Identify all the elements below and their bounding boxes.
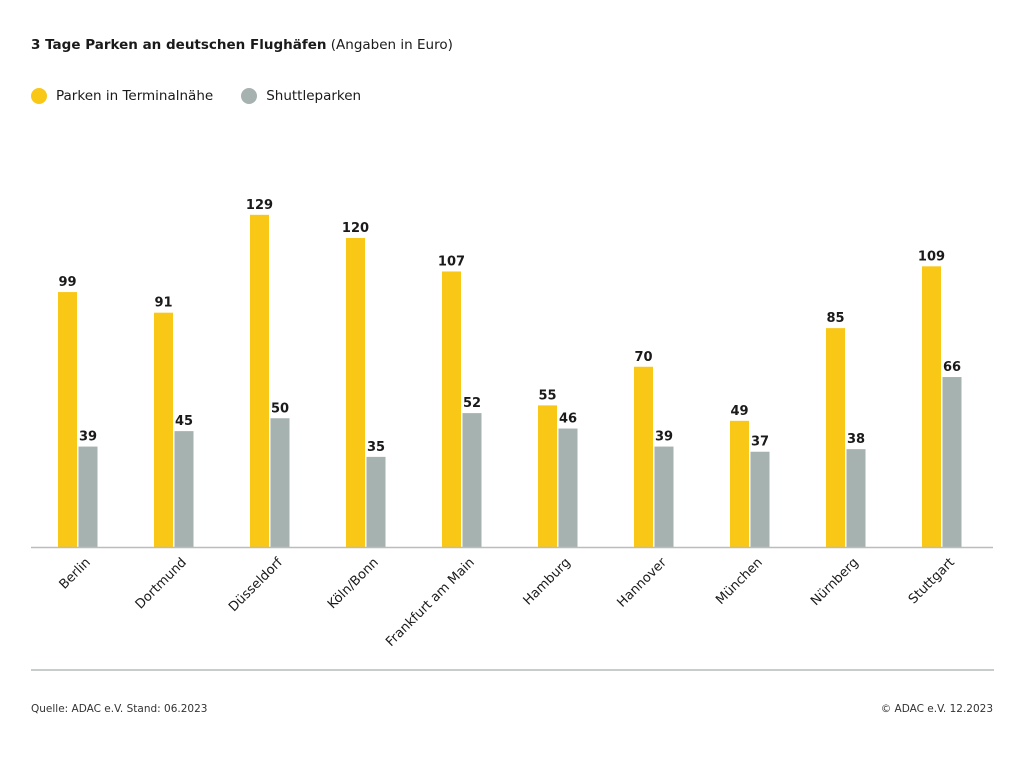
chart-title-unit: (Angaben in Euro) — [330, 37, 453, 53]
footer-source: Quelle: ADAC e.V. Stand: 06.2023 — [31, 703, 208, 715]
x-tick-label: Hannover — [615, 555, 671, 611]
bar-shuttle — [366, 456, 386, 547]
bar-terminal — [538, 405, 557, 547]
data-label: 37 — [751, 435, 769, 450]
legend-swatch-terminal — [31, 88, 47, 104]
data-label: 39 — [79, 430, 97, 445]
bar-terminal — [346, 238, 365, 547]
legend-label-terminal: Parken in Terminalnähe — [56, 88, 214, 104]
data-label: 35 — [367, 440, 385, 455]
bar-shuttle — [558, 428, 578, 547]
data-label: 55 — [538, 388, 556, 403]
bar-shuttle — [846, 449, 866, 547]
bar-shuttle — [78, 446, 98, 547]
data-label: 38 — [847, 432, 865, 447]
legend-swatch-shuttle — [241, 88, 258, 104]
x-tick-label: Köln/Bonn — [325, 555, 382, 612]
bar-terminal — [634, 366, 653, 547]
data-label: 49 — [730, 404, 748, 419]
data-label: 70 — [634, 350, 652, 365]
bar-shuttle — [942, 377, 962, 547]
x-tick-label: Stuttgart — [906, 555, 958, 607]
x-tick-label: Nürnberg — [808, 555, 862, 609]
bar-terminal — [826, 328, 845, 547]
x-tick-label: München — [713, 555, 766, 608]
data-label: 85 — [826, 311, 844, 326]
data-label: 109 — [918, 249, 945, 264]
legend-item-shuttle: Shuttleparken — [241, 88, 361, 104]
data-label: 120 — [342, 221, 369, 236]
data-label: 107 — [438, 254, 465, 269]
data-label: 129 — [246, 198, 273, 213]
x-tick-label: Hamburg — [521, 555, 574, 608]
legend-item-terminal: Parken in Terminalnähe — [31, 88, 213, 104]
footer-divider — [31, 669, 994, 671]
bar-shuttle — [174, 431, 194, 547]
data-label: 46 — [559, 412, 577, 427]
data-label: 99 — [58, 275, 76, 290]
chart-title-bold: 3 Tage Parken an deutschen Flughäfen — [31, 37, 327, 53]
x-tick-label: Düsseldorf — [226, 555, 286, 615]
bar-terminal — [442, 271, 461, 547]
bar-shuttle — [750, 451, 770, 547]
data-label: 45 — [175, 414, 193, 429]
bar-shuttle — [462, 413, 482, 547]
bar-shuttle — [270, 418, 290, 547]
data-label: 50 — [271, 401, 289, 416]
bar-terminal — [58, 292, 77, 547]
data-label: 91 — [154, 296, 172, 311]
bar-terminal — [250, 214, 269, 547]
bar-terminal — [154, 312, 173, 547]
data-label: 39 — [655, 430, 673, 445]
data-label: 52 — [463, 396, 481, 411]
bar-terminal — [922, 266, 941, 547]
data-label: 66 — [943, 360, 961, 375]
x-tick-label: Berlin — [57, 555, 94, 592]
bar-terminal — [730, 420, 749, 547]
x-tick-label: Dortmund — [133, 555, 190, 612]
footer-copyright: © ADAC e.V. 12.2023 — [880, 703, 993, 715]
legend-label-shuttle: Shuttleparken — [266, 88, 362, 104]
bar-shuttle — [654, 446, 674, 547]
x-tick-label: Frankfurt am Main — [383, 555, 478, 650]
chart-title: 3 Tage Parken an deutschen Flughäfen (An… — [31, 37, 453, 53]
legend: Parken in Terminalnähe Shuttleparken — [31, 88, 361, 104]
